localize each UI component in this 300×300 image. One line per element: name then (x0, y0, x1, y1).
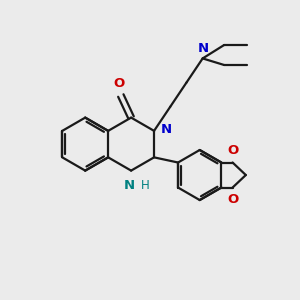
Text: N: N (124, 179, 135, 192)
Text: O: O (114, 77, 125, 90)
Text: N: N (198, 43, 209, 56)
Text: H: H (140, 179, 149, 192)
Text: N: N (160, 123, 172, 136)
Text: O: O (227, 193, 238, 206)
Text: O: O (227, 144, 238, 157)
